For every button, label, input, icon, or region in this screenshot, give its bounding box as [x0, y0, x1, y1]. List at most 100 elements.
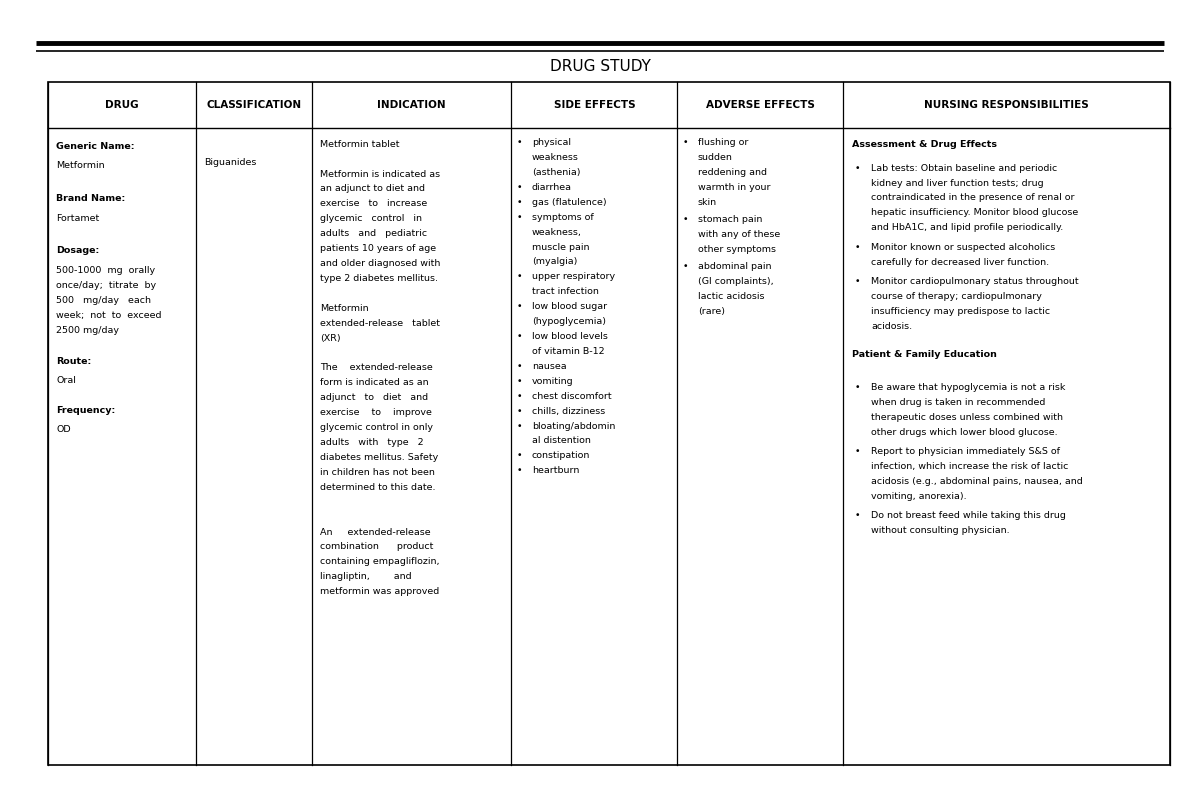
- Text: type 2 diabetes mellitus.: type 2 diabetes mellitus.: [320, 274, 438, 283]
- Text: insufficiency may predispose to lactic: insufficiency may predispose to lactic: [871, 307, 1050, 316]
- Text: stomach pain: stomach pain: [698, 215, 762, 224]
- Text: carefully for decreased liver function.: carefully for decreased liver function.: [871, 257, 1049, 267]
- Text: SIDE EFFECTS: SIDE EFFECTS: [553, 100, 635, 110]
- Text: NURSING RESPONSIBILITIES: NURSING RESPONSIBILITIES: [924, 100, 1090, 110]
- Text: •: •: [516, 332, 522, 341]
- Text: sudden: sudden: [698, 153, 733, 162]
- Text: an adjunct to diet and: an adjunct to diet and: [320, 184, 425, 193]
- Text: other drugs which lower blood glucose.: other drugs which lower blood glucose.: [871, 428, 1057, 436]
- Text: Generic Name:: Generic Name:: [56, 142, 134, 151]
- Text: Report to physician immediately S&S of: Report to physician immediately S&S of: [871, 447, 1060, 456]
- Text: (GI complaints),: (GI complaints),: [698, 277, 774, 286]
- Text: (XR): (XR): [320, 334, 341, 342]
- Text: patients 10 years of age: patients 10 years of age: [320, 244, 436, 253]
- Text: •: •: [516, 272, 522, 281]
- Text: •: •: [854, 447, 859, 456]
- Text: adults   and   pediatric: adults and pediatric: [320, 229, 427, 238]
- Text: Assessment & Drug Effects: Assessment & Drug Effects: [852, 140, 997, 148]
- Text: •: •: [516, 138, 522, 147]
- Text: Metformin is indicated as: Metformin is indicated as: [320, 170, 440, 178]
- Text: constipation: constipation: [532, 451, 590, 460]
- Text: symptoms of: symptoms of: [532, 213, 594, 221]
- Text: •: •: [516, 198, 522, 206]
- Text: 500   mg/day   each: 500 mg/day each: [56, 296, 151, 305]
- Text: vomiting, anorexia).: vomiting, anorexia).: [871, 491, 967, 501]
- Text: •: •: [854, 277, 859, 286]
- Text: combination      product: combination product: [320, 542, 433, 551]
- Text: •: •: [516, 362, 522, 371]
- Text: Do not breast feed while taking this drug: Do not breast feed while taking this dru…: [871, 511, 1066, 520]
- Text: Dosage:: Dosage:: [56, 246, 100, 255]
- Text: •: •: [516, 451, 522, 460]
- Text: hepatic insufficiency. Monitor blood glucose: hepatic insufficiency. Monitor blood glu…: [871, 208, 1079, 217]
- Text: •: •: [516, 183, 522, 192]
- Text: week;  not  to  exceed: week; not to exceed: [56, 311, 162, 319]
- Text: •: •: [516, 377, 522, 385]
- Text: chills, dizziness: chills, dizziness: [532, 407, 605, 415]
- Text: ADVERSE EFFECTS: ADVERSE EFFECTS: [706, 100, 815, 110]
- Text: Oral: Oral: [56, 376, 77, 385]
- Text: therapeutic doses unless combined with: therapeutic doses unless combined with: [871, 413, 1063, 422]
- Text: bloating/abdomin: bloating/abdomin: [532, 422, 616, 430]
- Text: metformin was approved: metformin was approved: [320, 587, 439, 596]
- Text: Monitor known or suspected alcoholics: Monitor known or suspected alcoholics: [871, 243, 1055, 252]
- Text: •: •: [516, 407, 522, 415]
- Bar: [48, 82, 1170, 765]
- Text: An     extended-release: An extended-release: [320, 528, 431, 536]
- Text: The    extended-release: The extended-release: [320, 363, 433, 372]
- Text: reddening and: reddening and: [698, 168, 767, 177]
- Text: form is indicated as an: form is indicated as an: [320, 378, 428, 387]
- Text: without consulting physician.: without consulting physician.: [871, 526, 1009, 535]
- Text: infection, which increase the risk of lactic: infection, which increase the risk of la…: [871, 462, 1068, 471]
- Text: in children has not been: in children has not been: [320, 468, 434, 476]
- Text: abdominal pain: abdominal pain: [698, 262, 772, 271]
- Text: glycemic control in only: glycemic control in only: [320, 423, 433, 432]
- Text: DRUG STUDY: DRUG STUDY: [550, 59, 650, 75]
- Text: skin: skin: [698, 198, 716, 206]
- Text: (hypoglycemia): (hypoglycemia): [532, 317, 606, 326]
- Text: •: •: [516, 466, 522, 475]
- Text: OD: OD: [56, 425, 71, 434]
- Text: upper respiratory: upper respiratory: [532, 272, 614, 281]
- Text: (rare): (rare): [698, 307, 725, 316]
- Text: vomiting: vomiting: [532, 377, 574, 385]
- Text: Route:: Route:: [56, 357, 91, 366]
- Text: •: •: [854, 163, 859, 173]
- Text: Monitor cardiopulmonary status throughout: Monitor cardiopulmonary status throughou…: [871, 277, 1079, 286]
- Text: Metformin: Metformin: [56, 162, 106, 170]
- Text: DRUG: DRUG: [106, 100, 139, 110]
- Text: gas (flatulence): gas (flatulence): [532, 198, 606, 206]
- Text: acidosis (e.g., abdominal pains, nausea, and: acidosis (e.g., abdominal pains, nausea,…: [871, 476, 1082, 486]
- Text: (myalgia): (myalgia): [532, 257, 577, 266]
- Text: physical: physical: [532, 138, 571, 147]
- Text: Be aware that hypoglycemia is not a risk: Be aware that hypoglycemia is not a risk: [871, 383, 1066, 392]
- Text: chest discomfort: chest discomfort: [532, 392, 612, 400]
- Text: and HbA1C, and lipid profile periodically.: and HbA1C, and lipid profile periodicall…: [871, 223, 1063, 232]
- Text: •: •: [683, 138, 688, 147]
- Text: •: •: [516, 302, 522, 311]
- Text: warmth in your: warmth in your: [698, 183, 770, 192]
- Text: Patient & Family Education: Patient & Family Education: [852, 350, 997, 359]
- Text: Metformin: Metformin: [320, 304, 368, 312]
- Text: once/day;  titrate  by: once/day; titrate by: [56, 281, 156, 290]
- Text: heartburn: heartburn: [532, 466, 580, 475]
- Text: •: •: [683, 262, 688, 271]
- Text: other symptoms: other symptoms: [698, 245, 776, 254]
- Text: tract infection: tract infection: [532, 287, 599, 296]
- Text: and older diagnosed with: and older diagnosed with: [320, 259, 440, 268]
- Text: acidosis.: acidosis.: [871, 322, 912, 330]
- Text: glycemic   control   in: glycemic control in: [320, 214, 422, 223]
- Text: nausea: nausea: [532, 362, 566, 371]
- Text: •: •: [516, 213, 522, 221]
- Text: INDICATION: INDICATION: [377, 100, 446, 110]
- Text: determined to this date.: determined to this date.: [320, 483, 436, 491]
- Text: adjunct   to   diet   and: adjunct to diet and: [320, 393, 428, 402]
- Text: muscle pain: muscle pain: [532, 243, 589, 251]
- Text: •: •: [516, 392, 522, 400]
- Text: linagliptin,        and: linagliptin, and: [320, 572, 412, 581]
- Text: •: •: [854, 243, 859, 252]
- Text: •: •: [516, 422, 522, 430]
- Text: with any of these: with any of these: [698, 230, 780, 239]
- Text: kidney and liver function tests; drug: kidney and liver function tests; drug: [871, 178, 1044, 188]
- Text: containing empagliflozin,: containing empagliflozin,: [320, 557, 439, 566]
